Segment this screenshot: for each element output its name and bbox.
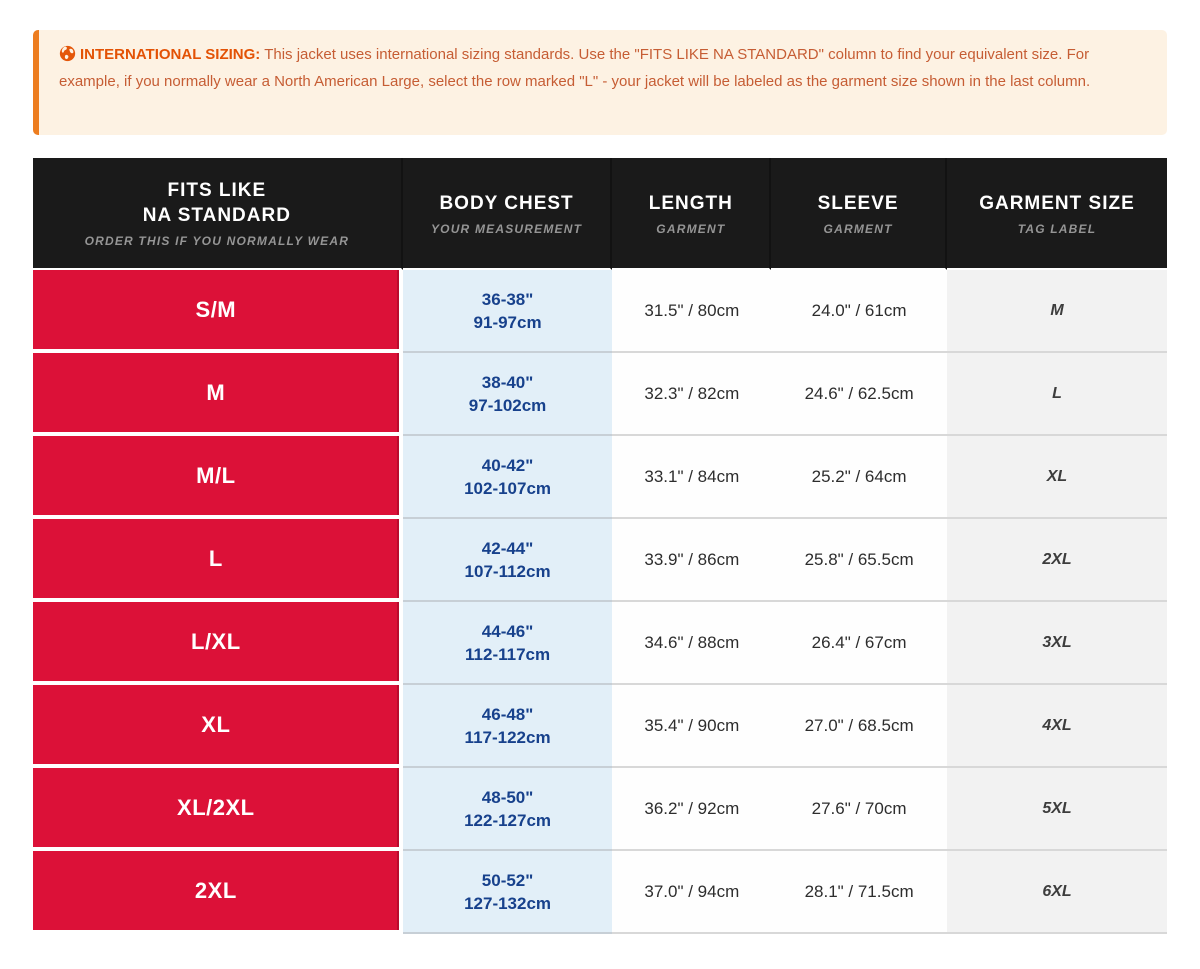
chest-inches: 36-38" <box>481 289 534 309</box>
garment-size-cell: 6XL <box>946 851 1167 934</box>
header-sleeve: SLEEVE GARMENT <box>771 158 947 270</box>
table-row[interactable]: M 38-40" 97-102cm 32.3" / 82cm 24.6" / 62… <box>33 353 1167 436</box>
banner-title: INTERNATIONAL SIZING: <box>80 46 261 63</box>
sizing-table: FITS LIKE NA STANDARD ORDER THIS IF YOU … <box>33 158 1167 934</box>
page: INTERNATIONAL SIZING: This jacket uses i… <box>33 30 1167 934</box>
body-chest-cell: 46-48" 117-122cm <box>402 685 613 768</box>
header-fits-like-sub: ORDER THIS IF YOU NORMALLY WEAR <box>84 234 350 248</box>
table-body: S/M 36-38" 91-97cm 31.5" / 80cm 24.0" / 6… <box>33 270 1167 934</box>
header-length-title: LENGTH <box>648 192 733 214</box>
sleeve-cell: 25.8" / 65.5cm <box>771 519 947 602</box>
table-header: FITS LIKE NA STANDARD ORDER THIS IF YOU … <box>33 158 1167 270</box>
banner-text: This jacket uses international sizing st… <box>59 46 1091 90</box>
length-cell: 33.9" / 86cm <box>612 519 772 602</box>
header-garment-size: GARMENT SIZE TAG LABEL <box>946 158 1167 270</box>
fit-size-cell[interactable]: 2XL <box>33 851 403 934</box>
chest-cm: 122-127cm <box>464 810 552 830</box>
chest-cm: 97-102cm <box>468 395 547 415</box>
sleeve-cell: 24.6" / 62.5cm <box>771 353 947 436</box>
chest-cm: 107-112cm <box>464 561 551 581</box>
body-chest-cell: 44-46" 112-117cm <box>402 602 613 685</box>
chest-inches: 42-44" <box>481 538 534 558</box>
body-chest-cell: 42-44" 107-112cm <box>402 519 613 602</box>
chest-cm: 102-107cm <box>464 478 552 498</box>
chest-inches: 38-40" <box>481 372 534 392</box>
table-row[interactable]: M/L 40-42" 102-107cm 33.1" / 84cm 25.2" /… <box>33 436 1167 519</box>
chest-cm: 117-122cm <box>464 727 551 747</box>
header-garment-size-sub: TAG LABEL <box>1017 221 1097 236</box>
header-length-sub: GARMENT <box>656 221 726 236</box>
length-cell: 31.5" / 80cm <box>612 270 772 353</box>
garment-size-cell: L <box>946 353 1167 436</box>
garment-size-cell: M <box>946 270 1167 353</box>
fit-size-cell[interactable]: M <box>33 353 403 436</box>
garment-size-cell: 4XL <box>946 685 1167 768</box>
garment-size-cell: XL <box>946 436 1167 519</box>
header-fits-like-line1: FITS LIKE <box>167 180 267 201</box>
header-garment-size-title: GARMENT SIZE <box>979 192 1135 214</box>
chest-cm: 112-117cm <box>465 644 551 664</box>
header-body-chest: BODY CHEST YOUR MEASUREMENT <box>402 158 613 270</box>
body-chest-cell: 48-50" 122-127cm <box>402 768 613 851</box>
header-body-chest-sub: YOUR MEASUREMENT <box>430 221 583 236</box>
fit-size-cell[interactable]: L/XL <box>33 602 403 685</box>
body-chest-cell: 40-42" 102-107cm <box>402 436 613 519</box>
length-cell: 34.6" / 88cm <box>612 602 772 685</box>
table-row[interactable]: L/XL 44-46" 112-117cm 34.6" / 88cm 26.4" … <box>33 602 1167 685</box>
table-row[interactable]: L 42-44" 107-112cm 33.9" / 86cm 25.8" / 6… <box>33 519 1167 602</box>
sleeve-cell: 24.0" / 61cm <box>771 270 947 353</box>
chest-inches: 44-46" <box>481 621 534 641</box>
table-row[interactable]: XL/2XL 48-50" 122-127cm 36.2" / 92cm 27.6… <box>33 768 1167 851</box>
chest-inches: 46-48" <box>481 704 534 724</box>
international-sizing-banner: INTERNATIONAL SIZING: This jacket uses i… <box>33 30 1167 135</box>
length-cell: 36.2" / 92cm <box>612 768 772 851</box>
table-row[interactable]: 2XL 50-52" 127-132cm 37.0" / 94cm 28.1" /… <box>33 851 1167 934</box>
fit-size-cell[interactable]: M/L <box>33 436 403 519</box>
length-cell: 35.4" / 90cm <box>612 685 772 768</box>
header-fits-like: FITS LIKE NA STANDARD ORDER THIS IF YOU … <box>33 158 403 270</box>
length-cell: 33.1" / 84cm <box>612 436 772 519</box>
chest-cm: 91-97cm <box>473 312 542 332</box>
garment-size-cell: 3XL <box>946 602 1167 685</box>
body-chest-cell: 38-40" 97-102cm <box>402 353 613 436</box>
table-row[interactable]: S/M 36-38" 91-97cm 31.5" / 80cm 24.0" / 6… <box>33 270 1167 353</box>
header-fits-like-line2: NA STANDARD <box>142 205 291 226</box>
header-length: LENGTH GARMENT <box>612 158 772 270</box>
fit-size-cell[interactable]: XL/2XL <box>33 768 403 851</box>
length-cell: 32.3" / 82cm <box>612 353 772 436</box>
sleeve-cell: 27.6" / 70cm <box>771 768 947 851</box>
header-sleeve-sub: GARMENT <box>823 221 893 236</box>
fit-size-cell[interactable]: L <box>33 519 403 602</box>
sleeve-cell: 28.1" / 71.5cm <box>771 851 947 934</box>
chest-cm: 127-132cm <box>464 893 552 913</box>
garment-size-cell: 2XL <box>946 519 1167 602</box>
sleeve-cell: 26.4" / 67cm <box>771 602 947 685</box>
table-row[interactable]: XL 46-48" 117-122cm 35.4" / 90cm 27.0" / … <box>33 685 1167 768</box>
chest-inches: 50-52" <box>481 870 534 890</box>
globe-icon <box>59 45 76 70</box>
fit-size-cell[interactable]: XL <box>33 685 403 768</box>
body-chest-cell: 36-38" 91-97cm <box>402 270 613 353</box>
banner-paragraph: INTERNATIONAL SIZING: This jacket uses i… <box>59 43 1145 94</box>
length-cell: 37.0" / 94cm <box>612 851 772 934</box>
header-sleeve-title: SLEEVE <box>817 192 899 214</box>
body-chest-cell: 50-52" 127-132cm <box>402 851 613 934</box>
fit-size-cell[interactable]: S/M <box>33 270 403 353</box>
sleeve-cell: 25.2" / 64cm <box>771 436 947 519</box>
chest-inches: 48-50" <box>481 787 534 807</box>
sleeve-cell: 27.0" / 68.5cm <box>771 685 947 768</box>
garment-size-cell: 5XL <box>946 768 1167 851</box>
chest-inches: 40-42" <box>481 455 534 475</box>
header-body-chest-title: BODY CHEST <box>439 192 574 214</box>
